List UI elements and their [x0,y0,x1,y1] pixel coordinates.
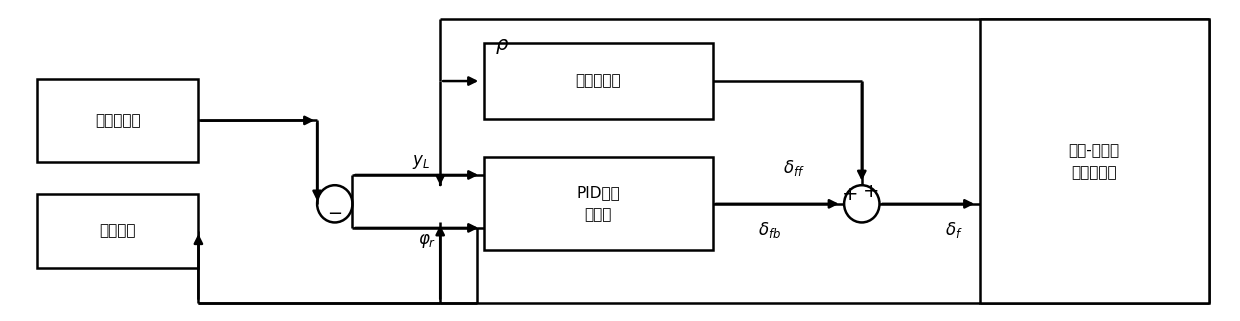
Text: $\delta_{fb}$: $\delta_{fb}$ [758,220,781,239]
Text: $\delta_{ff}$: $\delta_{ff}$ [782,158,805,178]
Text: $\varphi_r$: $\varphi_r$ [418,232,436,250]
Bar [37,194,198,268]
Text: PID反馈
控制器: PID反馈 控制器 [577,185,620,222]
Bar [980,19,1209,303]
Text: +: + [862,182,879,201]
Text: −: − [327,205,342,223]
Text: +: + [842,185,858,204]
Bar [484,157,713,250]
Text: 前馈控制器: 前馈控制器 [575,74,621,89]
Text: 车道线检测: 车道线检测 [95,113,140,128]
Text: $\rho$: $\rho$ [495,37,510,56]
Bar [484,43,713,119]
Text: 车辆-道路预
瞄偏差模型: 车辆-道路预 瞄偏差模型 [1069,143,1120,180]
Text: $y_L$: $y_L$ [412,153,430,171]
Bar [37,79,198,162]
Text: $\delta_f$: $\delta_f$ [945,220,962,239]
Text: 车辆位置: 车辆位置 [99,224,136,239]
